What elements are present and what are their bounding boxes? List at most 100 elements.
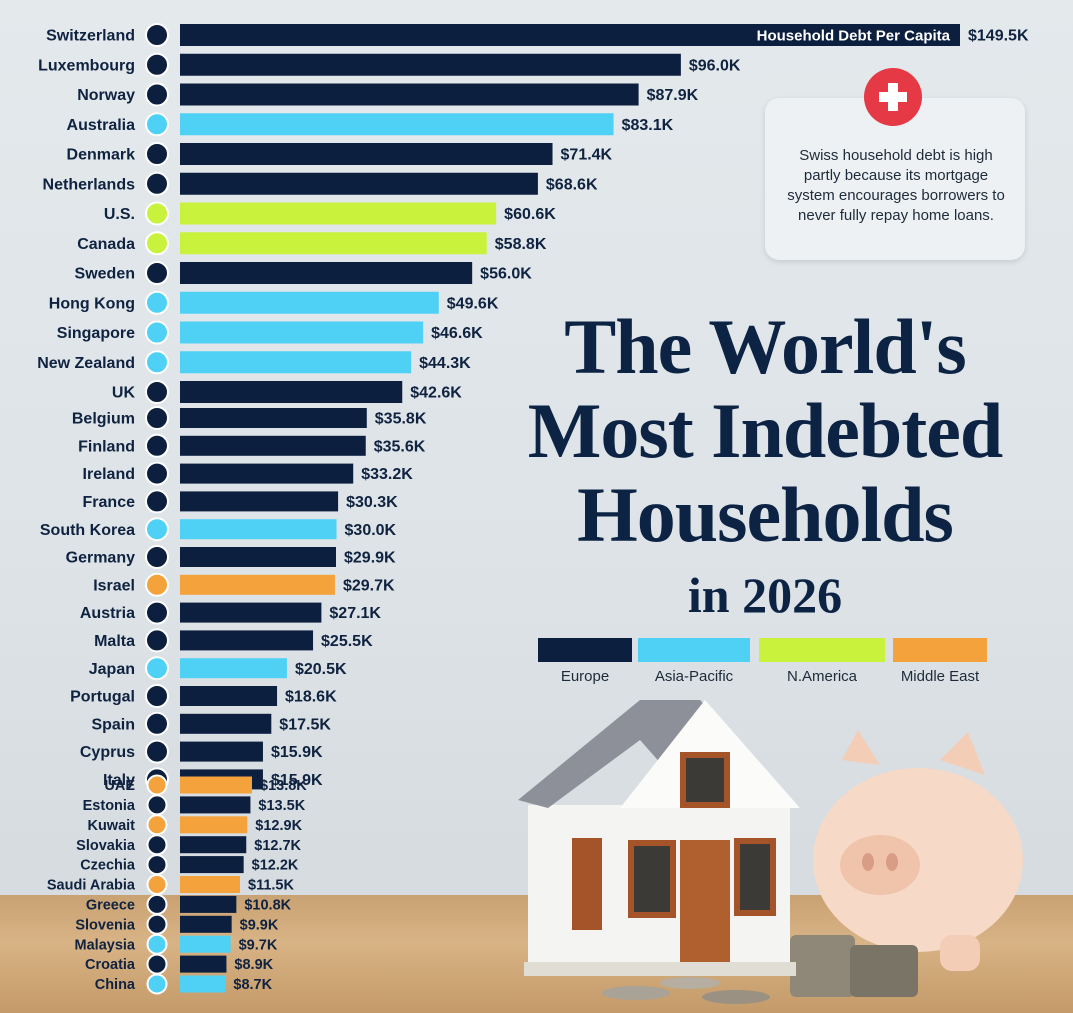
flag-nz-icon <box>145 350 169 375</box>
house-model-icon <box>518 700 800 976</box>
category-label-slovakia: Slovakia <box>76 838 136 854</box>
value-label-france: $30.3K <box>346 494 398 511</box>
flag-uk-icon <box>145 380 169 404</box>
value-label-china: $8.7K <box>233 977 272 993</box>
page-title: The World's Most Indebted Households <box>527 303 1004 558</box>
value-label-cyprus: $15.9K <box>271 744 323 761</box>
value-label-israel: $29.7K <box>343 577 395 594</box>
category-label-finland: Finland <box>78 438 135 455</box>
flag-il-icon <box>145 572 169 597</box>
bar-china <box>180 975 226 993</box>
flag-fr-icon <box>145 489 169 514</box>
value-label-kuwait: $12.9K <box>255 818 302 834</box>
value-label-slovakia: $12.7K <box>254 838 301 854</box>
category-label-austria: Austria <box>80 605 135 622</box>
bar-canada <box>180 232 487 255</box>
category-label-saudi-arabia: Saudi Arabia <box>47 878 136 894</box>
flag-mt-icon <box>145 628 169 653</box>
category-label-france: France <box>83 494 136 511</box>
value-label-south-korea: $30.0K <box>345 522 397 539</box>
value-label-finland: $35.6K <box>374 438 426 455</box>
bar-singapore <box>180 321 424 344</box>
flag-dk-icon <box>145 142 169 166</box>
value-label-new-zealand: $44.3K <box>419 355 471 372</box>
value-label-slovenia: $9.9K <box>240 917 279 933</box>
category-label-cyprus: Cyprus <box>80 744 135 761</box>
flag-de-icon <box>145 545 169 569</box>
piggy-bank-icon <box>813 730 1023 971</box>
category-label-netherlands: Netherlands <box>43 176 136 193</box>
category-label-malta: Malta <box>94 633 135 650</box>
value-label-portugal: $18.6K <box>285 689 337 706</box>
flag-ch-icon <box>145 23 169 47</box>
flag-hk-icon <box>145 290 169 315</box>
category-label-norway: Norway <box>77 87 135 104</box>
bar-estonia <box>180 796 251 814</box>
bar-malta <box>180 630 314 651</box>
category-label-italy: Italy <box>103 772 135 789</box>
bar-greece <box>180 895 237 913</box>
value-label-singapore: $46.6K <box>431 325 483 342</box>
category-label-singapore: Singapore <box>57 325 135 342</box>
callout-text: Swiss household debt is high partly beca… <box>787 147 1005 224</box>
value-label-uae: $13.8K <box>260 778 307 794</box>
category-label-spain: Spain <box>91 716 135 733</box>
flag-fi-icon <box>145 433 169 458</box>
value-label-estonia: $13.5K <box>258 798 305 814</box>
value-label-norway: $87.9K <box>647 87 699 104</box>
flag-sg-icon <box>145 320 169 345</box>
value-label-belgium: $35.8K <box>375 411 427 428</box>
bar-france <box>180 491 339 512</box>
value-label-sweden: $56.0K <box>480 266 532 283</box>
legend-label-middle-east: Middle East <box>900 668 980 685</box>
category-label-israel: Israel <box>93 577 135 594</box>
bar-malaysia <box>180 935 231 953</box>
value-label-uk: $42.6K <box>410 385 462 402</box>
category-label-malaysia: Malaysia <box>75 937 136 953</box>
flag-lu-icon <box>145 52 169 77</box>
bar-new-zealand <box>180 351 412 374</box>
category-label-australia: Australia <box>67 117 136 134</box>
page-subtitle: in 2026 <box>687 567 843 623</box>
legend-swatch-europe <box>538 638 632 662</box>
category-label-croatia: Croatia <box>85 957 136 973</box>
bar-u-s <box>180 202 497 225</box>
category-label-u-s: U.S. <box>104 206 135 223</box>
value-label-spain: $17.5K <box>279 716 331 733</box>
legend-item-middle-east: Middle East <box>893 638 987 685</box>
value-label-luxembourg: $96.0K <box>689 57 741 74</box>
flag-cy-icon <box>145 739 169 764</box>
legend-label-n-america: N.America <box>786 668 857 685</box>
bar-portugal <box>180 686 278 706</box>
legend: Europe Asia-Pacific N.America Middle Eas… <box>535 638 995 698</box>
category-label-slovenia: Slovenia <box>75 917 136 933</box>
bar-japan <box>180 658 287 679</box>
bar-norway <box>180 83 639 106</box>
value-label-netherlands: $68.6K <box>546 176 598 193</box>
bar-netherlands <box>180 172 538 195</box>
flag-no-icon <box>145 82 169 107</box>
legend-item-europe: Europe <box>538 638 632 685</box>
bar-czechia <box>180 856 244 874</box>
category-label-belgium: Belgium <box>72 411 135 428</box>
bar-australia <box>180 113 614 136</box>
value-label-czechia: $12.2K <box>252 858 299 874</box>
category-label-czechia: Czechia <box>80 858 136 874</box>
value-label-japan: $20.5K <box>295 661 347 678</box>
category-label-south-korea: South Korea <box>40 522 135 539</box>
flag-jp-icon <box>145 656 169 681</box>
bar-kuwait <box>180 816 248 834</box>
flag-es-icon <box>145 711 169 736</box>
flag-se-icon <box>145 261 169 285</box>
category-label-ireland: Ireland <box>83 466 135 483</box>
value-label-switzerland: $149.5K <box>968 28 1029 45</box>
legend-label-asia-pacific: Asia-Pacific <box>654 668 734 685</box>
category-label-greece: Greece <box>86 897 135 913</box>
bar-slovenia <box>180 915 232 933</box>
legend-swatch-n-america <box>759 638 885 662</box>
value-label-saudi-arabia: $11.5K <box>248 878 294 894</box>
category-label-denmark: Denmark <box>67 147 136 164</box>
value-label-denmark: $71.4K <box>561 147 613 164</box>
value-label-u-s: $60.6K <box>504 206 556 223</box>
